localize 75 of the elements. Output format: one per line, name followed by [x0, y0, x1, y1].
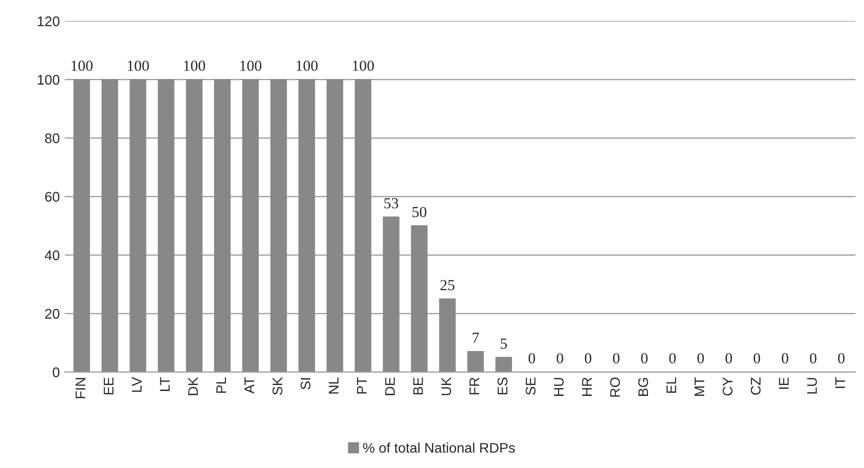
x-tick-label: HR	[582, 378, 592, 396]
x-tick-label: IT	[835, 377, 845, 388]
data-label: 0	[810, 353, 816, 364]
data-label: 0	[612, 353, 620, 364]
y-tick-label: 40	[44, 250, 60, 260]
bar	[102, 79, 118, 372]
bar	[130, 79, 146, 372]
x-tick-label: FR	[470, 378, 480, 394]
y-tick-label: 60	[45, 192, 60, 202]
data-label: 0	[669, 353, 676, 364]
bar	[242, 79, 259, 372]
data-label: 5	[500, 338, 507, 349]
bar	[270, 79, 287, 372]
bar	[495, 356, 512, 372]
data-label: 0	[528, 353, 536, 364]
x-tick-label: NL	[328, 377, 338, 394]
x-tick-label: IE	[779, 378, 789, 389]
y-tick-label: 120	[38, 16, 60, 26]
data-label: 0	[838, 353, 845, 364]
x-tick-label: ES	[498, 378, 508, 394]
x-tick-label: CY	[722, 377, 732, 396]
x-tick-label: BG	[638, 378, 648, 396]
legend-label: % of total National RDPs	[363, 442, 515, 453]
x-tick-label: HU	[554, 378, 564, 396]
data-label: 100	[240, 60, 262, 71]
y-tick-label: 20	[45, 308, 60, 319]
x-tick-label: MT	[694, 377, 704, 396]
x-tick-label: LT	[160, 377, 170, 391]
x-tick-label: SI	[300, 378, 310, 390]
data-label: 50	[412, 206, 426, 218]
bar	[410, 225, 428, 372]
data-label: 100	[296, 60, 318, 71]
x-tick-label: CZ	[750, 377, 761, 395]
x-tick-label: PL	[216, 377, 226, 393]
data-label: 100	[184, 60, 206, 71]
y-tick-label: 0	[52, 367, 60, 378]
bar	[214, 79, 231, 372]
bar	[439, 298, 456, 372]
y-tick-label: 100	[38, 74, 60, 85]
x-tick-label: FIN	[76, 378, 86, 398]
bar	[186, 79, 203, 372]
bar	[354, 79, 372, 372]
data-label: 53	[384, 198, 398, 208]
x-tick-label: DE	[385, 378, 395, 396]
bar	[298, 79, 316, 372]
x-tick-label: SE	[526, 378, 536, 395]
x-tick-label: BE	[413, 378, 423, 394]
bar	[467, 351, 484, 372]
data-label: 0	[697, 353, 704, 364]
data-label: 25	[440, 280, 454, 290]
x-tick-label: LV	[132, 376, 142, 392]
bar	[158, 79, 174, 372]
data-label: 100	[128, 60, 149, 71]
x-tick-label: PT	[357, 377, 367, 394]
data-label: 0	[584, 353, 592, 364]
x-tick-label: DK	[188, 377, 198, 396]
x-tick-label: EE	[104, 378, 114, 394]
x-tick-label: UK	[441, 377, 452, 396]
data-label: 0	[641, 353, 648, 364]
x-tick-label: EL	[666, 377, 676, 393]
bar	[73, 79, 90, 372]
x-tick-label: RO	[610, 378, 620, 397]
x-tick-label: LU	[807, 378, 817, 394]
data-label: 7	[472, 332, 479, 343]
x-tick-label: AT	[244, 377, 254, 394]
bar	[326, 79, 344, 372]
y-tick-label: 80	[45, 133, 60, 144]
data-label: 0	[754, 353, 760, 364]
data-label: 0	[726, 353, 732, 364]
data-label: 100	[72, 60, 93, 71]
data-label: 0	[556, 353, 564, 364]
data-label: 100	[352, 60, 374, 71]
data-label: 0	[782, 353, 788, 364]
x-tick-label: SK	[272, 377, 282, 395]
bar	[382, 216, 400, 372]
